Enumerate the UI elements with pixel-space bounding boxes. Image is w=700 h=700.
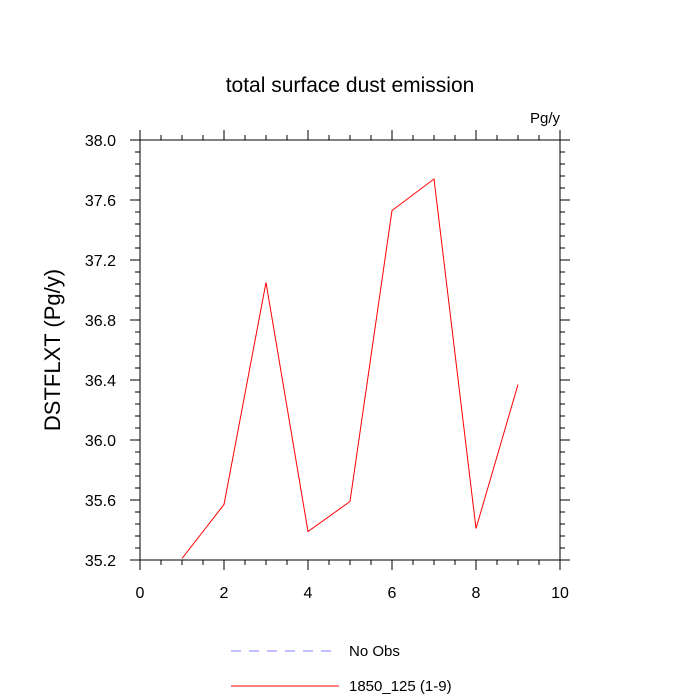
chart-title: total surface dust emission xyxy=(226,74,475,97)
y-tick-label: 36.8 xyxy=(85,313,116,330)
x-tick-label: 8 xyxy=(472,585,481,602)
x-tick-label: 6 xyxy=(388,585,397,602)
tick-labels: 0 2 4 6 8 10 35.2 35.6 36.0 36.4 36.8 37.2 37.6 38.0 xyxy=(85,133,569,602)
y-axis-label: DSTFLXT (Pg/y) xyxy=(40,269,65,431)
y-tick-label: 36.4 xyxy=(85,373,116,390)
x-tick-label: 4 xyxy=(304,585,313,602)
legend-label: 1850_125 (1-9) xyxy=(349,678,452,695)
series-line xyxy=(181,178,519,559)
legend-label: No Obs xyxy=(349,643,400,660)
x-tick-label: 0 xyxy=(136,585,145,602)
x-tick-label: 10 xyxy=(551,585,569,602)
y-tick-label: 35.2 xyxy=(85,553,116,570)
y-tick-label: 37.6 xyxy=(85,193,116,210)
series-layer xyxy=(181,178,519,559)
y-tick-label: 38.0 xyxy=(85,133,116,150)
x-tick-label: 2 xyxy=(220,585,229,602)
y-tick-label: 37.2 xyxy=(85,253,116,270)
plot-frame xyxy=(139,139,561,561)
y-tick-label: 35.6 xyxy=(85,493,116,510)
legend: No Obs 1850_125 (1-9) xyxy=(231,643,452,695)
y-tick-label: 36.0 xyxy=(85,433,116,450)
axis-ticks xyxy=(130,130,570,570)
units-label: Pg/y xyxy=(530,110,561,127)
